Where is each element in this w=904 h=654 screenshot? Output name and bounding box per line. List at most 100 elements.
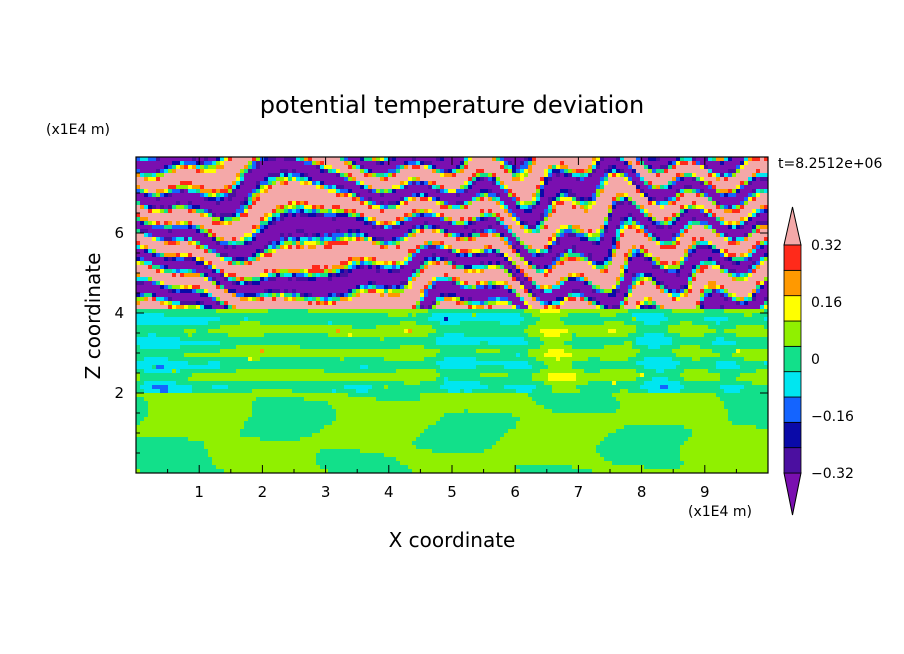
field-cell bbox=[284, 273, 293, 278]
field-cell bbox=[592, 201, 597, 206]
field-cell bbox=[648, 389, 681, 394]
field-cell bbox=[660, 289, 665, 294]
field-cell bbox=[720, 221, 725, 226]
field-cell bbox=[428, 425, 517, 430]
field-cell bbox=[664, 313, 745, 318]
field-cell bbox=[488, 297, 497, 302]
field-cell bbox=[484, 305, 489, 310]
field-cell bbox=[708, 369, 757, 374]
field-cell bbox=[188, 209, 193, 214]
field-cell bbox=[208, 157, 217, 162]
field-cell bbox=[224, 217, 233, 222]
field-cell bbox=[396, 221, 401, 226]
field-cell bbox=[440, 321, 461, 326]
field-cell bbox=[644, 181, 649, 186]
field-cell bbox=[680, 189, 685, 194]
field-cell bbox=[584, 277, 589, 282]
field-cell bbox=[224, 221, 229, 226]
field-cell bbox=[340, 237, 345, 242]
field-cell bbox=[336, 173, 341, 178]
field-cell bbox=[596, 193, 601, 198]
field-cell bbox=[616, 277, 621, 282]
field-cell bbox=[464, 297, 469, 302]
field-cell bbox=[296, 177, 301, 182]
field-cell bbox=[196, 161, 201, 166]
field-cell bbox=[704, 225, 709, 230]
field-cell bbox=[272, 209, 277, 214]
field-cell bbox=[552, 169, 561, 174]
field-cell bbox=[256, 233, 281, 238]
field-cell bbox=[640, 305, 645, 310]
field-cell bbox=[756, 281, 761, 286]
field-cell bbox=[436, 253, 457, 258]
field-cell bbox=[652, 237, 657, 242]
field-cell bbox=[204, 197, 209, 202]
field-cell bbox=[632, 313, 665, 318]
field-cell bbox=[588, 297, 593, 302]
field-cell bbox=[144, 261, 153, 266]
field-cell bbox=[228, 289, 237, 294]
field-cell bbox=[456, 221, 465, 226]
field-cell bbox=[676, 365, 717, 370]
field-cell bbox=[460, 217, 465, 222]
field-cell bbox=[136, 465, 217, 470]
field-cell bbox=[616, 429, 693, 434]
field-cell bbox=[208, 449, 321, 454]
field-cell bbox=[168, 265, 205, 270]
field-cell bbox=[560, 261, 565, 266]
field-cell bbox=[568, 165, 589, 170]
field-cell bbox=[204, 265, 209, 270]
field-cell bbox=[616, 193, 625, 198]
field-cell bbox=[616, 157, 621, 162]
field-cell bbox=[672, 309, 705, 314]
field-cell bbox=[712, 209, 725, 214]
field-cell bbox=[240, 177, 245, 182]
field-cell bbox=[520, 469, 593, 473]
field-cell bbox=[192, 269, 197, 274]
field-cell bbox=[336, 269, 341, 274]
field-cell bbox=[616, 225, 621, 230]
field-cell bbox=[452, 277, 457, 282]
field-cell bbox=[488, 249, 493, 254]
field-cell bbox=[692, 357, 701, 362]
field-cell bbox=[156, 169, 161, 174]
field-cell bbox=[452, 169, 457, 174]
field-cell bbox=[188, 205, 193, 210]
field-cell bbox=[340, 329, 405, 334]
field-cell bbox=[316, 161, 321, 166]
field-cell bbox=[572, 249, 577, 254]
field-cell bbox=[388, 225, 393, 230]
field-cell bbox=[636, 341, 673, 346]
field-cell bbox=[232, 281, 237, 286]
field-cell bbox=[536, 253, 541, 258]
field-cell bbox=[420, 181, 425, 186]
field-cell bbox=[688, 245, 693, 250]
field-cell bbox=[560, 357, 589, 362]
field-cell bbox=[672, 241, 677, 246]
field-cell bbox=[404, 289, 421, 294]
field-cell bbox=[700, 305, 705, 310]
field-cell bbox=[180, 253, 189, 258]
field-cell bbox=[516, 237, 521, 242]
field-cell bbox=[312, 433, 421, 438]
field-cell bbox=[364, 157, 373, 162]
field-cell bbox=[264, 293, 269, 298]
field-cell bbox=[656, 241, 661, 246]
field-cell bbox=[172, 297, 213, 302]
field-cell bbox=[728, 249, 749, 254]
field-cell bbox=[424, 165, 429, 170]
field-cell bbox=[404, 329, 409, 334]
field-cell bbox=[692, 433, 768, 438]
field-cell bbox=[212, 189, 217, 194]
y-axis-label: Z coordinate bbox=[81, 253, 105, 380]
field-cell bbox=[668, 385, 685, 390]
x-tick-label: 2 bbox=[258, 483, 268, 501]
field-cell bbox=[500, 217, 505, 222]
field-cell bbox=[440, 189, 445, 194]
field-cell bbox=[436, 305, 469, 310]
field-cell bbox=[552, 389, 581, 394]
field-cell bbox=[264, 245, 269, 250]
field-cell bbox=[204, 193, 209, 198]
field-cell bbox=[220, 349, 261, 354]
field-cell bbox=[620, 229, 625, 234]
